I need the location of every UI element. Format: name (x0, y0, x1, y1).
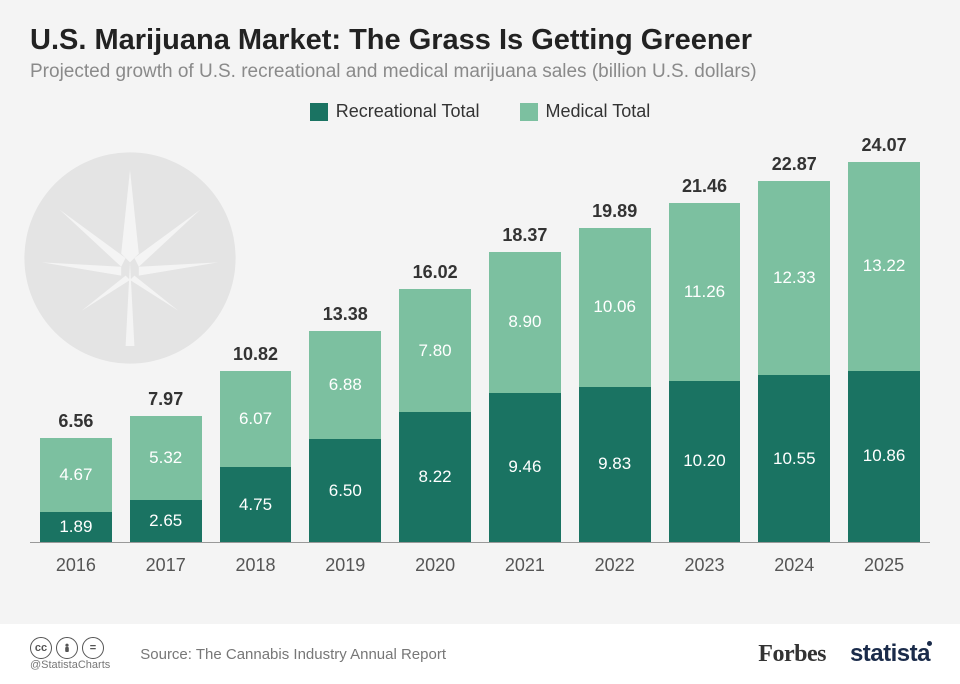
x-axis-label: 2020 (399, 549, 471, 576)
bar-segment-recreational: 4.75 (220, 467, 292, 542)
bar-col-2017: 7.97 5.322.65 (130, 389, 202, 542)
statista-dot-icon (927, 641, 932, 646)
source-text: Source: The Cannabis Industry Annual Rep… (140, 646, 734, 663)
cc-nd-icon: = (82, 637, 104, 659)
bar-segment-recreational: 10.86 (848, 371, 920, 542)
x-axis-label: 2024 (758, 549, 830, 576)
bar-stack: 13.2210.86 (848, 162, 920, 542)
bar-col-2022: 19.89 10.069.83 (579, 201, 651, 542)
bar-segment-recreational: 8.22 (399, 412, 471, 542)
bar-stack: 4.671.89 (40, 438, 112, 542)
bar-segment-recreational: 10.55 (758, 375, 830, 542)
bar-segment-medical: 6.88 (309, 331, 381, 440)
bar-segment-medical: 11.26 (669, 203, 741, 381)
bar-total-label: 18.37 (502, 225, 547, 246)
bar-stack: 6.886.50 (309, 331, 381, 542)
statista-logo: statista (850, 640, 930, 668)
chart-title: U.S. Marijuana Market: The Grass Is Gett… (30, 24, 930, 57)
footer: cc = @StatistaCharts Source: The Cannabi… (0, 624, 960, 684)
bar-col-2016: 6.56 4.671.89 (40, 411, 112, 542)
bar-segment-recreational: 1.89 (40, 512, 112, 542)
bar-total-label: 21.46 (682, 176, 727, 197)
bar-total-label: 24.07 (862, 135, 907, 156)
x-axis-label: 2025 (848, 549, 920, 576)
bar-total-label: 16.02 (413, 262, 458, 283)
x-axis-labels: 2016 2017 2018 2019 2020 2021 2022 2023 2024 2025 (40, 549, 920, 576)
bar-stack: 11.2610.20 (669, 203, 741, 542)
bar-total-label: 7.97 (148, 389, 183, 410)
bar-col-2025: 24.07 13.2210.86 (848, 135, 920, 542)
bar-col-2019: 13.38 6.886.50 (309, 304, 381, 542)
bar-segment-medical: 8.90 (489, 252, 561, 393)
x-axis-label: 2017 (130, 549, 202, 576)
legend-item-recreational: Recreational Total (310, 101, 480, 122)
bar-total-label: 13.38 (323, 304, 368, 325)
cc-by-icon (56, 637, 78, 659)
bar-total-label: 10.82 (233, 344, 278, 365)
chart-area: 6.564.671.897.975.322.6510.826.074.7513.… (30, 128, 930, 576)
cc-license-icon: cc (30, 637, 52, 659)
chart-subtitle: Projected growth of U.S. recreational an… (30, 61, 930, 83)
bar-segment-recreational: 9.46 (489, 393, 561, 542)
bar-stack: 10.069.83 (579, 228, 651, 542)
x-axis-label: 2023 (669, 549, 741, 576)
bar-segment-recreational: 6.50 (309, 439, 381, 542)
x-axis-label: 2018 (220, 549, 292, 576)
legend: Recreational Total Medical Total (30, 101, 930, 122)
forbes-logo: Forbes (758, 641, 826, 668)
cc-block: cc = @StatistaCharts (30, 637, 140, 671)
statista-logo-text: statista (850, 640, 930, 667)
legend-label-medical: Medical Total (546, 101, 651, 122)
bar-col-2023: 21.46 11.2610.20 (669, 176, 741, 542)
legend-label-recreational: Recreational Total (336, 101, 480, 122)
bar-col-2024: 22.87 12.3310.55 (758, 154, 830, 542)
legend-swatch-recreational (310, 103, 328, 121)
bar-segment-medical: 5.32 (130, 416, 202, 500)
bar-segment-medical: 6.07 (220, 371, 292, 467)
x-axis-label: 2019 (309, 549, 381, 576)
bar-segment-medical: 7.80 (399, 289, 471, 412)
bar-total-label: 22.87 (772, 154, 817, 175)
bar-segment-medical: 13.22 (848, 162, 920, 371)
bar-segment-recreational: 10.20 (669, 381, 741, 542)
bar-col-2018: 10.82 6.074.75 (220, 344, 292, 542)
bar-segment-medical: 12.33 (758, 181, 830, 376)
bar-stack: 12.3310.55 (758, 181, 830, 542)
bar-total-label: 6.56 (58, 411, 93, 432)
bar-segment-recreational: 2.65 (130, 500, 202, 542)
legend-item-medical: Medical Total (520, 101, 651, 122)
x-axis-label: 2016 (40, 549, 112, 576)
bar-stack: 7.808.22 (399, 289, 471, 542)
attribution-handle: @StatistaCharts (30, 659, 110, 671)
bar-segment-recreational: 9.83 (579, 387, 651, 542)
chart-container: U.S. Marijuana Market: The Grass Is Gett… (0, 0, 960, 588)
x-axis-label: 2021 (489, 549, 561, 576)
x-axis-label: 2022 (579, 549, 651, 576)
bar-segment-medical: 4.67 (40, 438, 112, 512)
bar-stack: 5.322.65 (130, 416, 202, 542)
bar-col-2021: 18.37 8.909.46 (489, 225, 561, 542)
cc-icons: cc = (30, 637, 134, 659)
bar-segment-medical: 10.06 (579, 228, 651, 387)
bar-col-2020: 16.02 7.808.22 (399, 262, 471, 542)
bars-group: 6.564.671.897.975.322.6510.826.074.7513.… (40, 128, 920, 542)
legend-swatch-medical (520, 103, 538, 121)
x-axis-line (30, 542, 930, 543)
bar-stack: 8.909.46 (489, 252, 561, 542)
bar-stack: 6.074.75 (220, 371, 292, 542)
bar-total-label: 19.89 (592, 201, 637, 222)
